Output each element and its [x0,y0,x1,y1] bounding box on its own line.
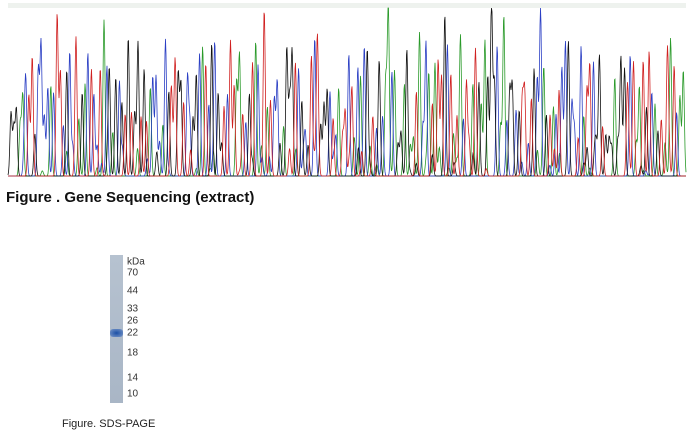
marker-label: 14 [127,373,139,384]
marker-label: 22 [127,328,139,339]
marker-label: 18 [127,348,139,359]
marker-label: 70 [127,268,139,279]
sequence-strip [8,3,686,8]
unit-label: kDa [127,257,145,268]
marker-label: 44 [127,286,139,297]
marker-label: 10 [127,389,139,400]
trace [8,12,686,177]
protein-band [110,329,123,337]
marker-label: 33 [127,304,139,315]
figure-caption: Figure. SDS-PAGE [62,418,156,430]
marker-label: 26 [127,316,139,327]
chromatogram [7,3,687,177]
figure-caption: Figure . Gene Sequencing (extract) [6,189,255,206]
